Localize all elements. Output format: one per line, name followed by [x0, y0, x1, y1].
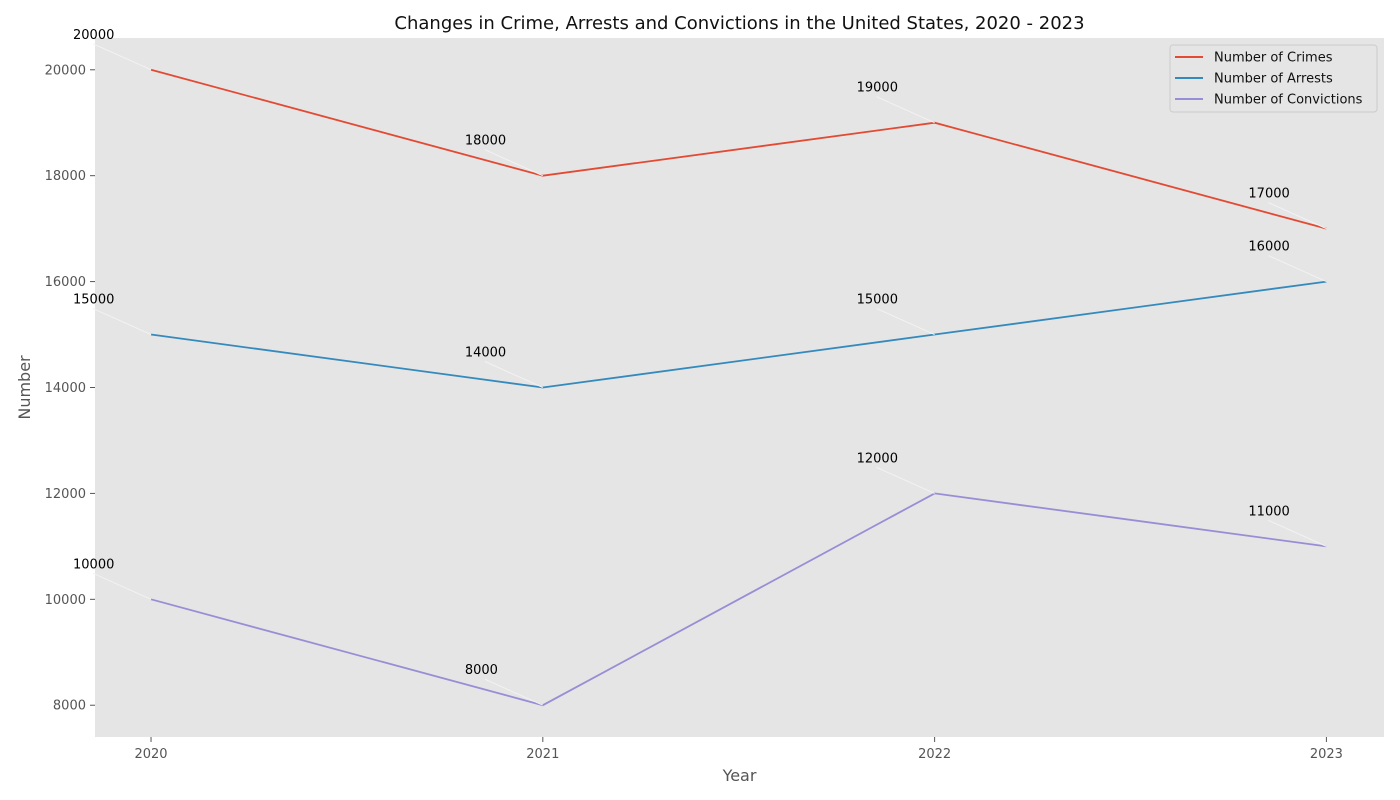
x-tick-label: 2023: [1310, 747, 1343, 762]
legend-entry: Number of Arrests: [1214, 72, 1333, 87]
data-label: 14000: [465, 346, 506, 361]
data-label: 18000: [465, 134, 506, 149]
x-tick-label: 2020: [134, 747, 167, 762]
data-label: 10000: [73, 557, 114, 572]
y-tick-label: 20000: [45, 63, 86, 78]
legend-entry: Number of Convictions: [1214, 93, 1363, 108]
y-axis-label: Number: [15, 355, 34, 420]
chart-title: Changes in Crime, Arrests and Conviction…: [394, 13, 1084, 34]
x-axis-label: Year: [722, 766, 757, 785]
data-label: 8000: [465, 663, 498, 678]
legend: Number of Crimes Number of Arrests Number …: [1170, 45, 1377, 112]
data-label: 11000: [1248, 504, 1289, 519]
y-tick-label: 10000: [45, 593, 86, 608]
x-tick-label: 2021: [526, 747, 559, 762]
data-label: 20000: [73, 28, 114, 43]
x-tick-label: 2022: [918, 747, 951, 762]
y-tick-label: 12000: [45, 487, 86, 502]
y-tick-label: 18000: [45, 169, 86, 184]
data-label: 19000: [857, 81, 898, 96]
y-tick-label: 16000: [45, 275, 86, 290]
legend-entry: Number of Crimes: [1214, 51, 1333, 66]
y-tick-label: 8000: [53, 699, 86, 714]
data-label: 15000: [73, 293, 114, 308]
y-tick-label: 14000: [45, 381, 86, 396]
data-label: 16000: [1248, 240, 1289, 255]
data-label: 15000: [857, 293, 898, 308]
data-label: 17000: [1248, 187, 1289, 202]
plot-area: [95, 38, 1384, 737]
data-label: 12000: [857, 451, 898, 466]
